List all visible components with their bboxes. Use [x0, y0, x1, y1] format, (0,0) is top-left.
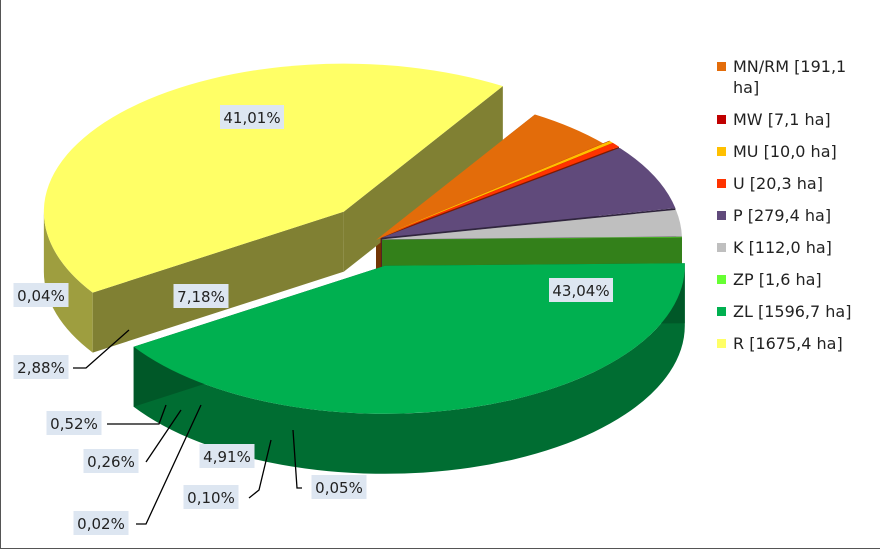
- legend-swatch: [717, 147, 726, 156]
- data-label-box: [73, 511, 129, 535]
- legend: MN/RM [191,1 ha] MW [7,1 ha] MU [10,0 ha…: [717, 56, 877, 365]
- legend-label: MU [10,0 ha]: [733, 142, 837, 161]
- data-label-box: [183, 485, 239, 509]
- legend-item-mw: MW [7,1 ha]: [717, 109, 877, 130]
- data-label-box: [173, 284, 229, 308]
- pie-slice-top-0: [376, 114, 605, 240]
- legend-label: MW [7,1 ha]: [733, 110, 831, 129]
- legend-item-k: K [112,0 ha]: [717, 237, 877, 258]
- data-label-9: 0,05%: [311, 475, 367, 499]
- pie-slice-top-4: [381, 147, 676, 238]
- legend-swatch: [717, 179, 726, 188]
- data-label-2: 7,18%: [173, 284, 229, 308]
- data-label-text: 2,88%: [17, 359, 65, 377]
- pie-slice-side: [133, 265, 685, 474]
- data-label-7: 4,91%: [199, 444, 255, 468]
- legend-swatch: [717, 307, 726, 316]
- data-label-5: 0,52%: [46, 411, 102, 435]
- pie-slice-wall: [343, 86, 503, 272]
- data-label-6: 0,26%: [83, 449, 139, 473]
- data-label-text: 4,91%: [203, 448, 251, 466]
- legend-swatch: [717, 62, 726, 71]
- legend-swatch: [717, 275, 726, 284]
- data-label-8: 0,10%: [183, 485, 239, 509]
- pie-slice-top-5: [381, 209, 682, 240]
- leader-line: [145, 409, 182, 463]
- data-label-text: 0,02%: [77, 515, 125, 533]
- legend-item-mn-rm: MN/RM [191,1 ha]: [717, 56, 877, 98]
- legend-label: ZL [1596,7 ha]: [733, 302, 852, 321]
- data-label-text: 0,26%: [87, 453, 135, 471]
- legend-label: K [112,0 ha]: [733, 238, 832, 257]
- leader-line: [292, 429, 302, 489]
- legend-swatch: [717, 211, 726, 220]
- data-label-text: 0,10%: [187, 489, 235, 507]
- legend-item-mu: MU [10,0 ha]: [717, 141, 877, 162]
- data-label-text: 7,18%: [177, 288, 225, 306]
- legend-item-r: R [1675,4 ha]: [717, 333, 877, 354]
- pie-slice-top-3: [380, 142, 619, 237]
- data-label-text: 41,01%: [223, 109, 280, 127]
- pie-slice-top-2: [380, 140, 613, 237]
- legend-label: R [1675,4 ha]: [733, 334, 843, 353]
- legend-item-p: P [279,4 ha]: [717, 205, 877, 226]
- pie-slice-top-1: [380, 140, 610, 237]
- legend-swatch: [717, 115, 726, 124]
- data-label-0: 41,01%: [220, 105, 284, 129]
- data-label-box: [199, 444, 255, 468]
- data-label-text: 0,04%: [17, 287, 65, 305]
- pie-slice-8: [43, 86, 503, 353]
- pie-slice-side: [43, 211, 93, 353]
- data-label-3: 0,04%: [13, 283, 69, 307]
- legend-label: U [20,3 ha]: [733, 174, 823, 193]
- legend-item-u: U [20,3 ha]: [717, 173, 877, 194]
- legend-swatch: [717, 339, 726, 348]
- data-label-box: [46, 411, 102, 435]
- leader-line: [73, 329, 130, 369]
- leader-line: [248, 439, 272, 499]
- data-label-text: 0,52%: [50, 415, 98, 433]
- pie-slice-wall: [92, 211, 344, 353]
- data-label-box: [549, 278, 613, 302]
- legend-label: MN/RM [191,1 ha]: [733, 57, 847, 97]
- pie-slice-top-6: [381, 236, 682, 240]
- pie-slice-top-7: [133, 263, 685, 414]
- data-label-text: 43,04%: [552, 282, 609, 300]
- data-label-4: 2,88%: [13, 355, 69, 379]
- leader-line: [107, 404, 167, 425]
- legend-swatch: [717, 243, 726, 252]
- legend-item-zl: ZL [1596,7 ha]: [717, 301, 877, 322]
- data-label-1: 43,04%: [549, 278, 613, 302]
- legend-label: ZP [1,6 ha]: [733, 270, 822, 289]
- legend-item-zp: ZP [1,6 ha]: [717, 269, 877, 290]
- legend-label: P [279,4 ha]: [733, 206, 832, 225]
- data-label-box: [13, 355, 69, 379]
- pie-slice-top-8: [43, 63, 503, 293]
- data-label-10: 0,02%: [73, 511, 129, 535]
- data-label-text: 0,05%: [315, 479, 363, 497]
- data-label-box: [13, 283, 69, 307]
- leader-line: [136, 404, 202, 525]
- data-label-box: [83, 449, 139, 473]
- data-label-box: [311, 475, 367, 499]
- data-label-box: [220, 105, 284, 129]
